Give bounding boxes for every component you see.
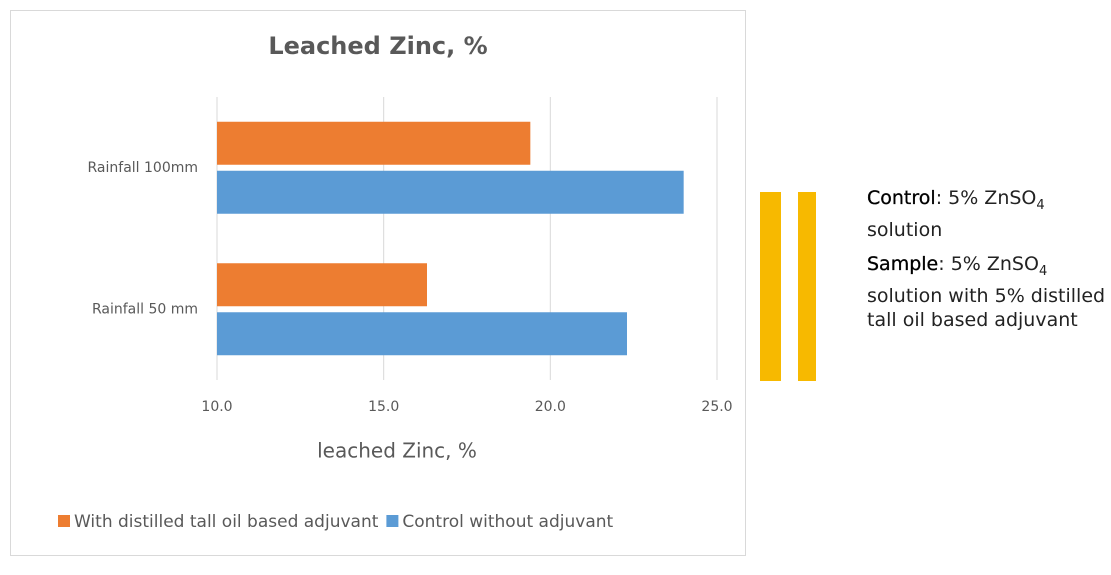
bar bbox=[217, 170, 684, 214]
note-text: solution bbox=[867, 218, 943, 241]
bar bbox=[217, 263, 427, 307]
note-text: : 5% ZnSO bbox=[935, 187, 1037, 209]
accent-bar bbox=[760, 192, 781, 381]
note-text: : 5% ZnSO bbox=[938, 252, 1039, 275]
note-subscript: 4 bbox=[1036, 197, 1045, 213]
x-axis-title: leached Zinc, % bbox=[317, 439, 477, 463]
chart-title: Leached Zinc, % bbox=[268, 32, 487, 60]
y-tick-label: Rainfall 50 mm bbox=[92, 301, 198, 317]
note-label: Control bbox=[867, 187, 936, 209]
note: Control: 5% ZnSO4 solution bbox=[867, 186, 1107, 242]
x-tick-label: 15.0 bbox=[368, 399, 399, 415]
note-subscript: 4 bbox=[1038, 263, 1048, 279]
notes: Control: 5% ZnSO4 solution Sample: 5% ZnS… bbox=[867, 186, 1107, 342]
legend-label: With distilled tall oil based adjuvant bbox=[74, 512, 379, 532]
legend-swatch bbox=[386, 515, 399, 527]
y-tick-label: Rainfall 100mm bbox=[88, 160, 199, 176]
legend-swatch bbox=[58, 515, 70, 527]
x-tick-label: 10.0 bbox=[201, 399, 232, 415]
x-tick-label: 25.0 bbox=[701, 399, 732, 415]
note-label: Sample bbox=[867, 252, 939, 275]
legend-label: Control without adjuvant bbox=[402, 512, 613, 532]
note: Sample: 5% ZnSO4 solution with 5% distil… bbox=[867, 252, 1107, 332]
note-text: solution with 5% distilled tall oil base… bbox=[867, 284, 1106, 331]
bar bbox=[217, 121, 531, 165]
x-tick-label: 20.0 bbox=[535, 399, 566, 415]
bar bbox=[217, 312, 627, 356]
accent-bar bbox=[798, 192, 816, 381]
